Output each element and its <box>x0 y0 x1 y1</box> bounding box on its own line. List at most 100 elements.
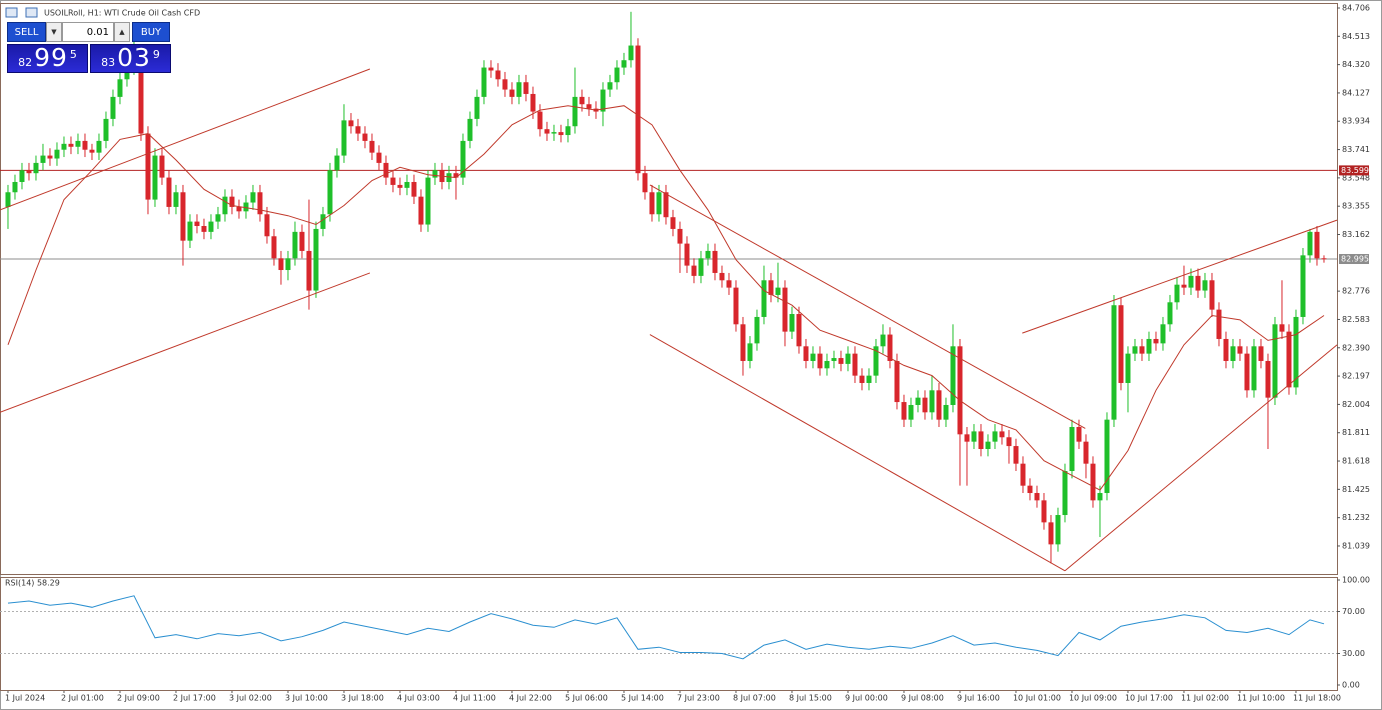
order-row: SELL ▼ 0.01 ▲ BUY <box>7 22 172 42</box>
candle-body <box>40 155 46 163</box>
indicator-title: RSI(14) 58.29 <box>5 579 60 588</box>
sell-button[interactable]: SELL <box>7 22 46 42</box>
candle-body <box>1055 515 1061 545</box>
icon <box>5 7 18 18</box>
y-tick-label: 84.127 <box>1342 88 1370 97</box>
candle-body <box>1293 316 1299 388</box>
candle-body <box>250 192 256 203</box>
candle-body <box>726 280 732 288</box>
x-tick-label: 2 Jul 17:00 <box>173 694 216 703</box>
candle-body <box>292 231 298 259</box>
candle-body <box>180 192 186 241</box>
candle-body <box>208 221 214 232</box>
candle-body <box>96 140 102 153</box>
candle-body <box>411 181 417 197</box>
candle-body <box>1027 485 1033 494</box>
candle-body <box>355 126 361 134</box>
candle-body <box>432 170 438 178</box>
moving-average <box>7 105 1325 491</box>
candle-body <box>1041 500 1047 523</box>
candle-body <box>628 45 634 61</box>
candle-body <box>950 346 956 405</box>
candle-body <box>740 324 746 361</box>
bid-quote[interactable]: 82 99 5 <box>7 44 88 73</box>
candle-body <box>1265 360 1271 398</box>
candle-body <box>1125 353 1131 383</box>
candle-body <box>215 214 221 222</box>
x-tick-label: 8 Jul 15:00 <box>789 694 832 703</box>
candle-body <box>831 358 837 361</box>
candle-body <box>1244 353 1250 391</box>
x-tick-label: 7 Jul 23:00 <box>677 694 720 703</box>
candle-body <box>362 133 368 141</box>
y-tick-label: 83.741 <box>1342 145 1370 154</box>
price-label: 82.995 <box>1341 255 1369 264</box>
x-tick-label: 2 Jul 01:00 <box>61 694 104 703</box>
candle-body <box>89 149 95 153</box>
candle-body <box>789 314 795 332</box>
candle-body <box>390 177 396 185</box>
candle-body <box>719 272 725 281</box>
candle-body <box>1104 419 1110 494</box>
candle-body <box>600 89 606 112</box>
candle-body <box>1321 258 1327 260</box>
x-tick-label: 4 Jul 11:00 <box>453 694 496 703</box>
x-tick-label: 8 Jul 07:00 <box>733 694 776 703</box>
x-tick-label: 4 Jul 03:00 <box>397 694 440 703</box>
y-tick-label: 30.00 <box>1342 649 1365 658</box>
candle-body <box>1230 346 1236 361</box>
y-tick-label: 81.232 <box>1342 513 1370 522</box>
ask-quote[interactable]: 83 03 9 <box>90 44 171 73</box>
bid-big-figure: 82 <box>18 56 33 69</box>
candle-body <box>1153 338 1159 344</box>
candle-body <box>61 143 67 150</box>
candle-body <box>166 177 172 207</box>
candle-body <box>705 250 711 259</box>
candle-body <box>1258 346 1264 361</box>
candle-body <box>26 170 32 174</box>
y-tick-label: 70.00 <box>1342 607 1365 616</box>
candle-body <box>460 140 466 178</box>
candle-body <box>124 67 130 80</box>
candle-body <box>873 346 879 376</box>
x-tick-label: 11 Jul 02:00 <box>1181 694 1229 703</box>
candle-body <box>1069 426 1075 472</box>
candle-body <box>1160 324 1166 344</box>
candle-body <box>33 162 39 174</box>
y-tick-label: 100.00 <box>1342 576 1370 585</box>
candle-body <box>5 192 11 207</box>
candle-body <box>537 111 543 130</box>
y-tick-label: 82.583 <box>1342 315 1370 324</box>
candle-body <box>383 162 389 178</box>
candle-body <box>1097 493 1103 501</box>
y-tick-label: 84.320 <box>1342 60 1370 69</box>
candle-body <box>1300 255 1306 317</box>
candle-body <box>838 358 844 364</box>
candle-body <box>1188 275 1194 288</box>
candle-body <box>866 375 872 383</box>
candle-body <box>271 236 277 259</box>
candle-body <box>915 397 921 405</box>
candle-body <box>642 173 648 193</box>
plot-frame <box>0 577 1338 691</box>
candle-body <box>810 353 816 361</box>
lot-input[interactable]: 0.01 <box>62 22 114 42</box>
candle-body <box>1272 324 1278 398</box>
x-tick-label: 9 Jul 00:00 <box>845 694 888 703</box>
candle-body <box>1223 338 1229 361</box>
candle-body <box>607 82 613 90</box>
candle-body <box>509 89 515 97</box>
y-tick-label: 82.004 <box>1342 400 1370 409</box>
candle-body <box>201 226 207 232</box>
candle-body <box>1013 446 1019 464</box>
lot-up[interactable]: ▲ <box>114 22 130 42</box>
buy-button[interactable]: BUY <box>132 22 170 42</box>
candle-body <box>698 258 704 276</box>
candle-body <box>334 155 340 171</box>
lot-down[interactable]: ▼ <box>46 22 62 42</box>
one-click-trading: SELL ▼ 0.01 ▲ BUY 82 99 5 83 03 9 <box>7 22 172 73</box>
candle-body <box>761 280 767 317</box>
candle-body <box>1139 346 1145 354</box>
